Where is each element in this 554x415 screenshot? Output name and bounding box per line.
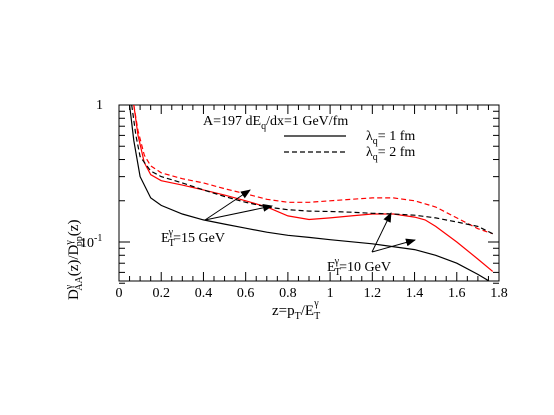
series-line-15gev-solid bbox=[133, 105, 494, 272]
y-axis-title: DγAA(z)/Dγpp(z) bbox=[64, 220, 85, 300]
series-line-15gev-dashed bbox=[133, 105, 493, 235]
x-tick-label: 1.2 bbox=[364, 286, 382, 301]
legend-label-solid: λq= 1 fm bbox=[366, 129, 415, 147]
series-layer bbox=[129, 105, 494, 281]
series-line-10gev-solid bbox=[129, 105, 491, 281]
x-tick-labels: 0 0.2 0.4 0.6 0.8 1 1.2 1.4 1.6 1.8 bbox=[116, 286, 508, 301]
x-tick-label: 1.6 bbox=[448, 286, 466, 301]
legend: A=197 dEq/dx=1 GeV/fm λq= 1 fm λq= 2 fm bbox=[203, 114, 415, 163]
x-tick-label: 0.2 bbox=[152, 286, 170, 301]
x-tick-label: 1.8 bbox=[490, 286, 508, 301]
arrow-15gev-a bbox=[204, 189, 251, 221]
annotation-15gev: ETγ=15 GeV bbox=[161, 227, 225, 249]
arrow-10gev-b bbox=[371, 238, 416, 253]
x-axis-title: z=pT/ETγ bbox=[272, 298, 320, 322]
x-tick-label: 0.6 bbox=[237, 286, 255, 301]
y-tick-label-0-1: 10-1 bbox=[80, 233, 102, 251]
x-tick-label: 0.4 bbox=[195, 286, 213, 301]
plot-frame bbox=[118, 104, 500, 282]
x-tick-label: 0 bbox=[116, 286, 123, 301]
series-line-10gev-dashed bbox=[131, 105, 493, 235]
annotation-10gev: ETγ=10 GeV bbox=[327, 256, 391, 278]
legend-title: A=197 dEq/dx=1 GeV/fm bbox=[203, 114, 348, 132]
arrow-15gev-b bbox=[204, 203, 273, 221]
annotation-arrows bbox=[204, 189, 416, 253]
x-tick-label: 1 bbox=[327, 286, 334, 301]
tick-layer bbox=[118, 104, 500, 284]
x-tick-label: 1.4 bbox=[406, 286, 424, 301]
legend-label-dashed: λq= 2 fm bbox=[366, 145, 415, 163]
arrow-10gev-a bbox=[371, 212, 392, 253]
x-tick-label: 0.8 bbox=[279, 286, 297, 301]
y-tick-label-1: 1 bbox=[96, 98, 103, 113]
